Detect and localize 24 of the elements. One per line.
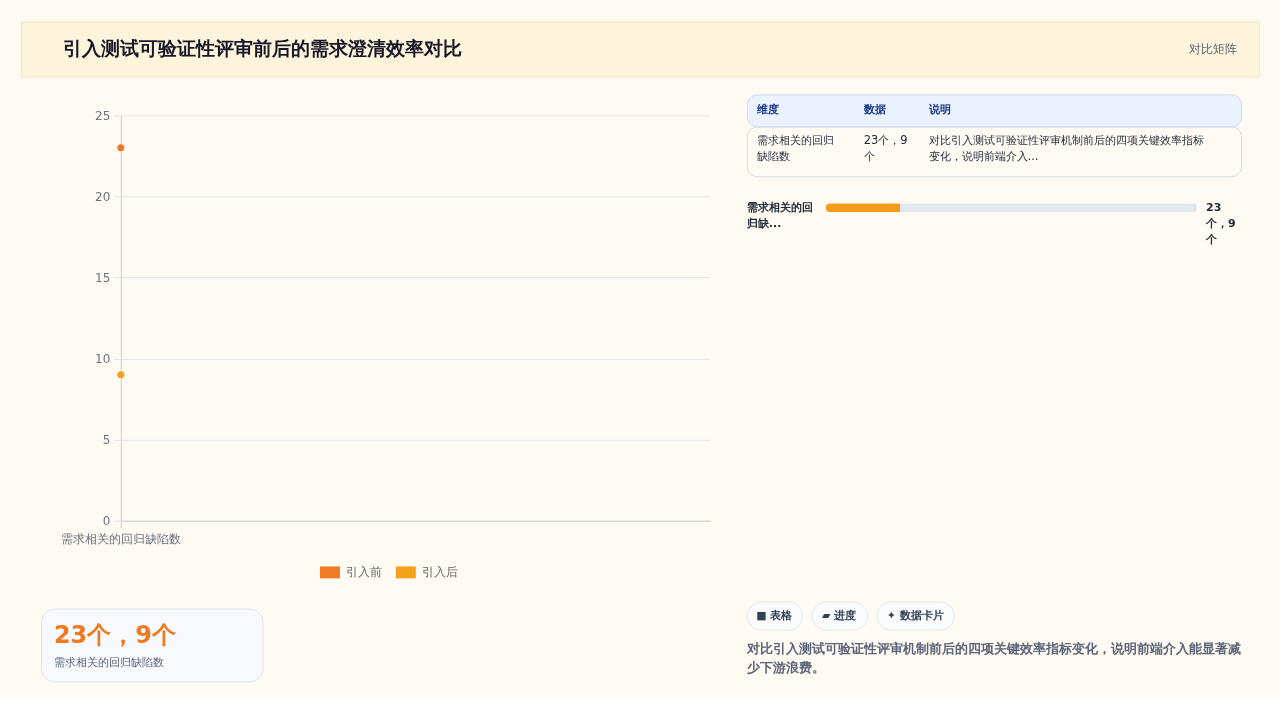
text: 引入测试可验证性评审前后的需求澄清效率对比 <box>62 36 462 59</box>
text: 需求相关的回归缺陷数 <box>756 133 834 164</box>
text: 23个，9个 <box>1206 200 1236 246</box>
y-tick-label: 需求相关的回归缺... <box>745 200 813 230</box>
y-tick-label: 5 <box>102 433 111 448</box>
text: 对比引入测试可验证性评审机制前后的四项关键效率指标变化，说明前端介入... <box>928 133 1204 164</box>
y-tick-label: 15 <box>95 271 111 285</box>
text: 说明 <box>927 102 951 117</box>
y-tick-label: 20 <box>95 189 111 204</box>
text: ✦ 数据卡片 <box>886 608 944 622</box>
legend-label: 引入后 <box>422 565 459 580</box>
text: 需求相关的回归缺陷数 <box>53 654 164 669</box>
y-tick-label: 25 <box>95 108 111 123</box>
text: 23个，9个 <box>53 620 176 649</box>
text: 对比引入测试可验证性评审机制前后的四项关键效率指标变化，说明前端介入能显著减少下游浪费。 <box>745 640 1241 676</box>
legend-label: 引入前 <box>346 565 383 580</box>
y-tick-label: 0 <box>102 514 111 529</box>
text: ■ 表格 <box>756 608 794 622</box>
text: 数据 <box>862 102 886 117</box>
text: ▰ 进度 <box>822 608 857 622</box>
y-tick-label: 10 <box>95 352 111 367</box>
text: 维度 <box>755 102 779 117</box>
text: 对比矩阵 <box>1189 40 1238 56</box>
text: 23个，9个 <box>863 133 908 164</box>
